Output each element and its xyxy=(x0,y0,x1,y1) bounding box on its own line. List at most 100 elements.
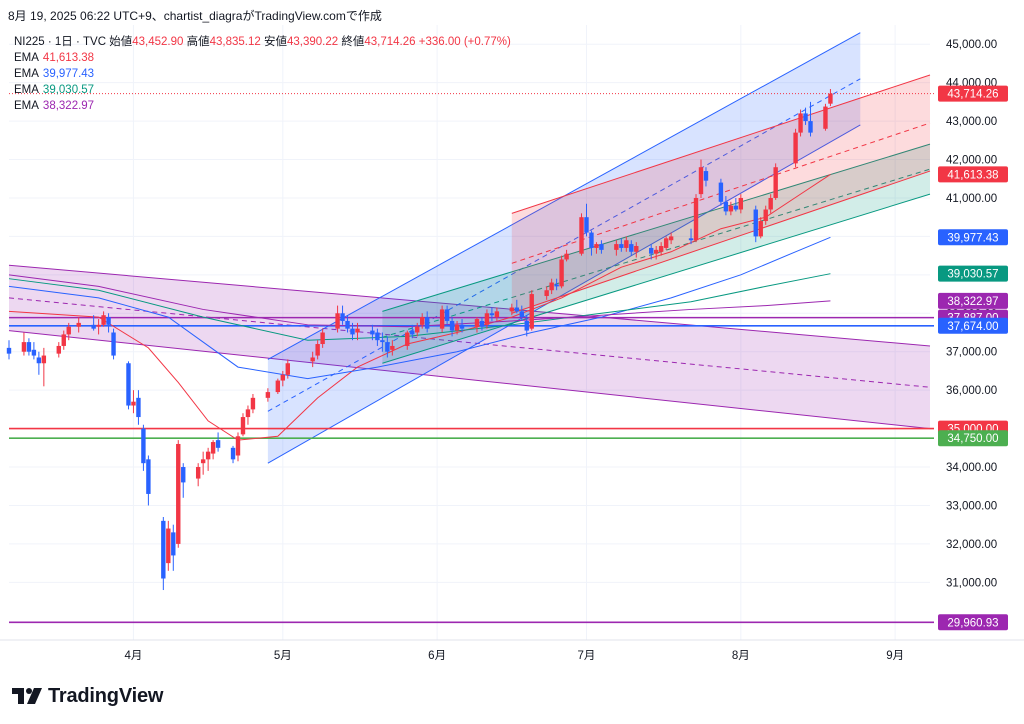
candle-body xyxy=(624,240,629,248)
candle xyxy=(41,347,47,387)
price-badge-box xyxy=(938,166,1008,183)
candle xyxy=(230,445,236,464)
candle xyxy=(111,328,116,360)
candle xyxy=(444,305,450,325)
candle-body xyxy=(161,520,166,579)
x-tick-label: 9月 xyxy=(886,650,904,662)
y-tick-label: 43,000.00 xyxy=(946,116,997,128)
ema-row-1[interactable]: EMA 41,613.38 xyxy=(14,50,511,66)
candle xyxy=(161,517,166,591)
candle-body xyxy=(733,205,739,210)
channel-teal-top xyxy=(382,143,931,312)
candle xyxy=(340,305,345,325)
x-tick-label: 6月 xyxy=(428,650,446,662)
candle xyxy=(240,413,246,437)
candle xyxy=(31,342,37,360)
candle xyxy=(808,101,813,137)
candle-body xyxy=(589,232,594,248)
tradingview-logo[interactable]: TradingView xyxy=(12,684,163,708)
candle-body xyxy=(629,244,634,252)
ema-row-4[interactable]: EMA 38,322.97 xyxy=(14,98,511,114)
candle xyxy=(584,203,589,237)
candle xyxy=(579,213,584,256)
candle xyxy=(385,336,390,358)
ema-label-2: EMA xyxy=(14,68,39,80)
candle xyxy=(36,351,42,375)
ema-row-3[interactable]: EMA 39,030.57 xyxy=(14,82,511,98)
candle xyxy=(758,217,763,239)
price-badge-box xyxy=(938,229,1008,246)
candle-body xyxy=(265,392,271,398)
candle-body xyxy=(793,132,798,164)
candle-body xyxy=(171,532,176,556)
candle-body xyxy=(803,113,808,122)
candle-body xyxy=(315,344,320,356)
candle-body xyxy=(524,320,529,331)
candle xyxy=(718,178,724,206)
candle-body xyxy=(579,217,584,254)
candle-body xyxy=(275,380,281,393)
candle-body xyxy=(166,528,171,564)
candle-body xyxy=(21,342,27,352)
candle-body xyxy=(549,282,554,291)
candle-body xyxy=(718,182,724,202)
ema-line-2 xyxy=(8,236,831,380)
ema-row-2[interactable]: EMA 39,977.43 xyxy=(14,66,511,82)
candle-body xyxy=(36,357,42,364)
candle xyxy=(235,432,241,462)
candle-body xyxy=(101,315,106,325)
candle xyxy=(76,317,81,333)
candle-body xyxy=(310,357,315,362)
candle xyxy=(136,390,141,425)
candle-body xyxy=(634,246,639,252)
legend: NI225 · 1日 · TVC 始値43,452.90 高値43,835.12… xyxy=(14,34,511,114)
candle-body xyxy=(474,319,480,327)
candle xyxy=(688,228,694,245)
high-value: 43,835.12 xyxy=(209,36,261,48)
y-tick-label: 32,000.00 xyxy=(946,539,997,551)
candle xyxy=(415,322,420,337)
ohlc-row: NI225 · 1日 · TVC 始値43,452.90 高値43,835.12… xyxy=(14,34,511,50)
candle xyxy=(315,340,320,360)
candle-body xyxy=(106,317,111,325)
ema-value-2: 39,977.43 xyxy=(42,68,95,80)
candle xyxy=(524,315,529,337)
low-value: 43,390.22 xyxy=(286,36,339,48)
candle-body xyxy=(688,238,694,241)
candle-body xyxy=(250,397,256,410)
price-badge-box xyxy=(938,614,1008,631)
candle xyxy=(763,205,768,225)
x-tick-label: 5月 xyxy=(274,650,292,662)
candle-body xyxy=(385,342,390,352)
candle-body xyxy=(200,459,206,464)
candle-body xyxy=(31,349,37,356)
candle xyxy=(375,328,380,346)
y-tick-label: 31,000.00 xyxy=(946,577,997,589)
symbol-label[interactable]: NI225 · 1日 · TVC xyxy=(14,36,107,48)
price-badge: 39,977.43 xyxy=(938,229,1008,246)
candle xyxy=(624,236,629,252)
candle xyxy=(215,432,221,452)
candle xyxy=(424,311,430,333)
candle-body xyxy=(245,409,251,418)
candle-body xyxy=(126,363,131,406)
candle xyxy=(166,520,171,571)
candle xyxy=(629,240,634,256)
candle-body xyxy=(355,328,360,333)
price-badge: 43,714.26 xyxy=(938,85,1008,102)
candle-body xyxy=(619,244,624,248)
candle xyxy=(698,159,704,198)
candle xyxy=(728,201,734,216)
candle xyxy=(474,317,480,333)
ema-label-1: EMA xyxy=(14,52,39,64)
chart-stamp: 8月 19, 2025 06:22 UTC+9、chartist_diagraが… xyxy=(8,9,382,23)
candle-body xyxy=(798,113,803,133)
candle-body xyxy=(663,238,669,248)
price-badge-label: 39,977.43 xyxy=(947,232,998,244)
candle xyxy=(280,370,286,387)
price-badge-box xyxy=(938,430,1008,447)
candle xyxy=(26,338,32,356)
candle xyxy=(405,330,410,350)
candle xyxy=(519,305,524,321)
